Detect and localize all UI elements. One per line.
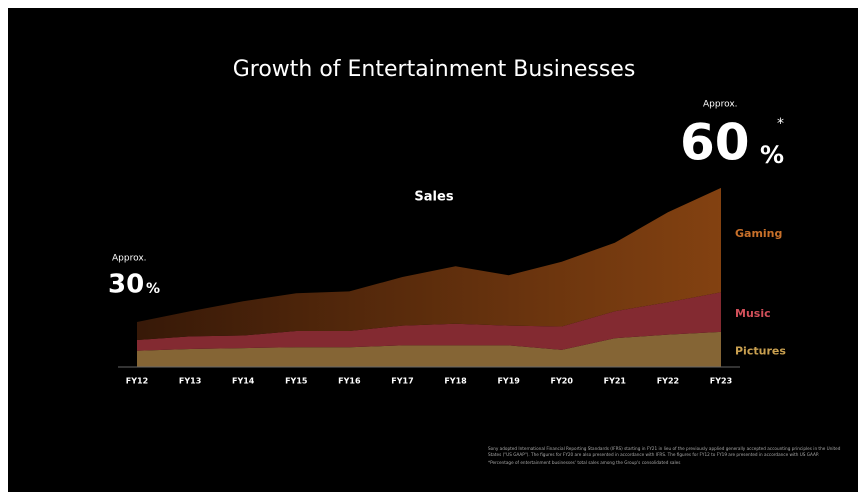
x-tick-label: FY21 [604, 377, 627, 386]
annotation: Approx. [112, 254, 147, 264]
annotation-value: 30 [108, 270, 144, 300]
footnote: Sony adopted International Financial Rep… [488, 446, 841, 457]
x-tick-label: FY14 [232, 377, 255, 386]
x-tick-label: FY20 [551, 377, 574, 386]
annotation: Approx. [703, 100, 738, 110]
area [137, 331, 721, 367]
area [137, 187, 721, 340]
legend-label: Gaming [735, 227, 782, 240]
x-tick-label: FY12 [126, 377, 148, 386]
x-tick-label: FY16 [338, 377, 361, 386]
annotation-unit: % [146, 281, 160, 297]
chart-subtitle: Sales [414, 190, 453, 205]
annotation-unit: % [760, 141, 784, 169]
footnote: *Percentage of entertainment businesses'… [488, 460, 681, 465]
area [137, 292, 721, 351]
x-tick-label: FY13 [179, 377, 201, 386]
x-tick-label: FY22 [657, 377, 679, 386]
x-tick-label: FY17 [391, 377, 413, 386]
annotation-value: 60 [680, 114, 750, 172]
x-tick-label: FY18 [444, 377, 467, 386]
footnotes: Sony adopted International Financial Rep… [488, 446, 841, 465]
legend-label: Music [735, 307, 771, 320]
x-tick-label: FY15 [285, 377, 308, 386]
chart-title: Growth of Entertainment Businesses [233, 57, 636, 82]
annotation-mark: * [777, 116, 784, 132]
legend-label: Pictures [735, 344, 786, 357]
x-tick-label: FY23 [710, 377, 732, 386]
x-tick-label: FY19 [497, 377, 520, 386]
